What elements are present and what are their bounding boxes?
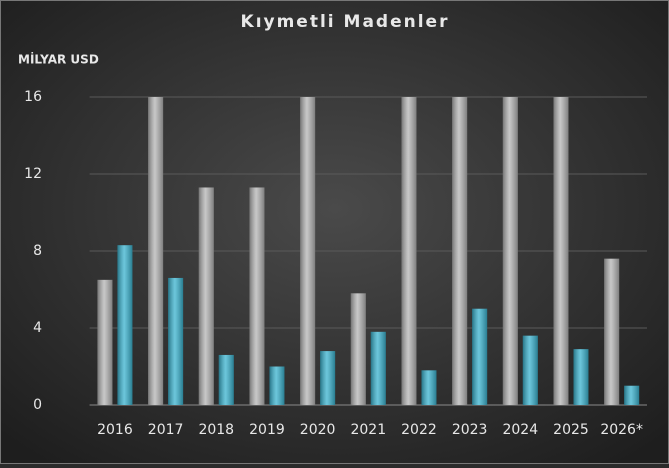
x-tick-label: 2026*	[600, 422, 643, 438]
x-tick-label: 2022	[401, 422, 437, 438]
x-tick-label: 2025	[553, 422, 589, 438]
bar-shade	[218, 354, 234, 405]
y-tick-label: 8	[33, 243, 42, 259]
y-tick-label: 0	[33, 397, 42, 413]
bar-shade	[350, 293, 366, 405]
y-tick-label: 4	[33, 320, 42, 336]
bar-shade	[472, 308, 488, 405]
x-tick-label: 2018	[198, 422, 234, 438]
x-tick-label: 2024	[502, 422, 538, 438]
bar-shade	[452, 97, 468, 405]
bar-shade	[604, 258, 620, 405]
x-tick-label: 2023	[452, 422, 488, 438]
bar-shade	[249, 187, 265, 405]
bar-shade	[370, 331, 386, 405]
bar-shade	[522, 335, 538, 405]
bar-shade	[624, 385, 640, 405]
y-tick-label: 16	[24, 89, 42, 105]
bar-shade	[97, 279, 113, 405]
bar-shade	[320, 351, 336, 405]
x-tick-label: 2019	[249, 422, 285, 438]
bar-shade	[553, 97, 569, 405]
bar-shade	[148, 97, 164, 405]
x-tick-label: 2020	[300, 422, 336, 438]
bar-shade	[117, 245, 133, 405]
bar-shade	[573, 349, 589, 405]
x-tick-label: 2016	[97, 422, 133, 438]
bar-shade	[198, 187, 214, 405]
y-axis-label: MİLYAR USD	[18, 52, 99, 67]
bar-shade	[401, 97, 417, 405]
y-tick-label: 12	[24, 166, 42, 182]
x-tick-label: 2021	[350, 422, 386, 438]
bar-shade	[168, 277, 184, 405]
chart-title: Kıymetli Madenler	[241, 12, 450, 32]
bar-shade	[269, 366, 285, 405]
bar-shade	[300, 97, 316, 405]
bar-shade	[502, 97, 518, 405]
x-tick-label: 2017	[148, 422, 184, 438]
bar-shade	[421, 370, 437, 405]
